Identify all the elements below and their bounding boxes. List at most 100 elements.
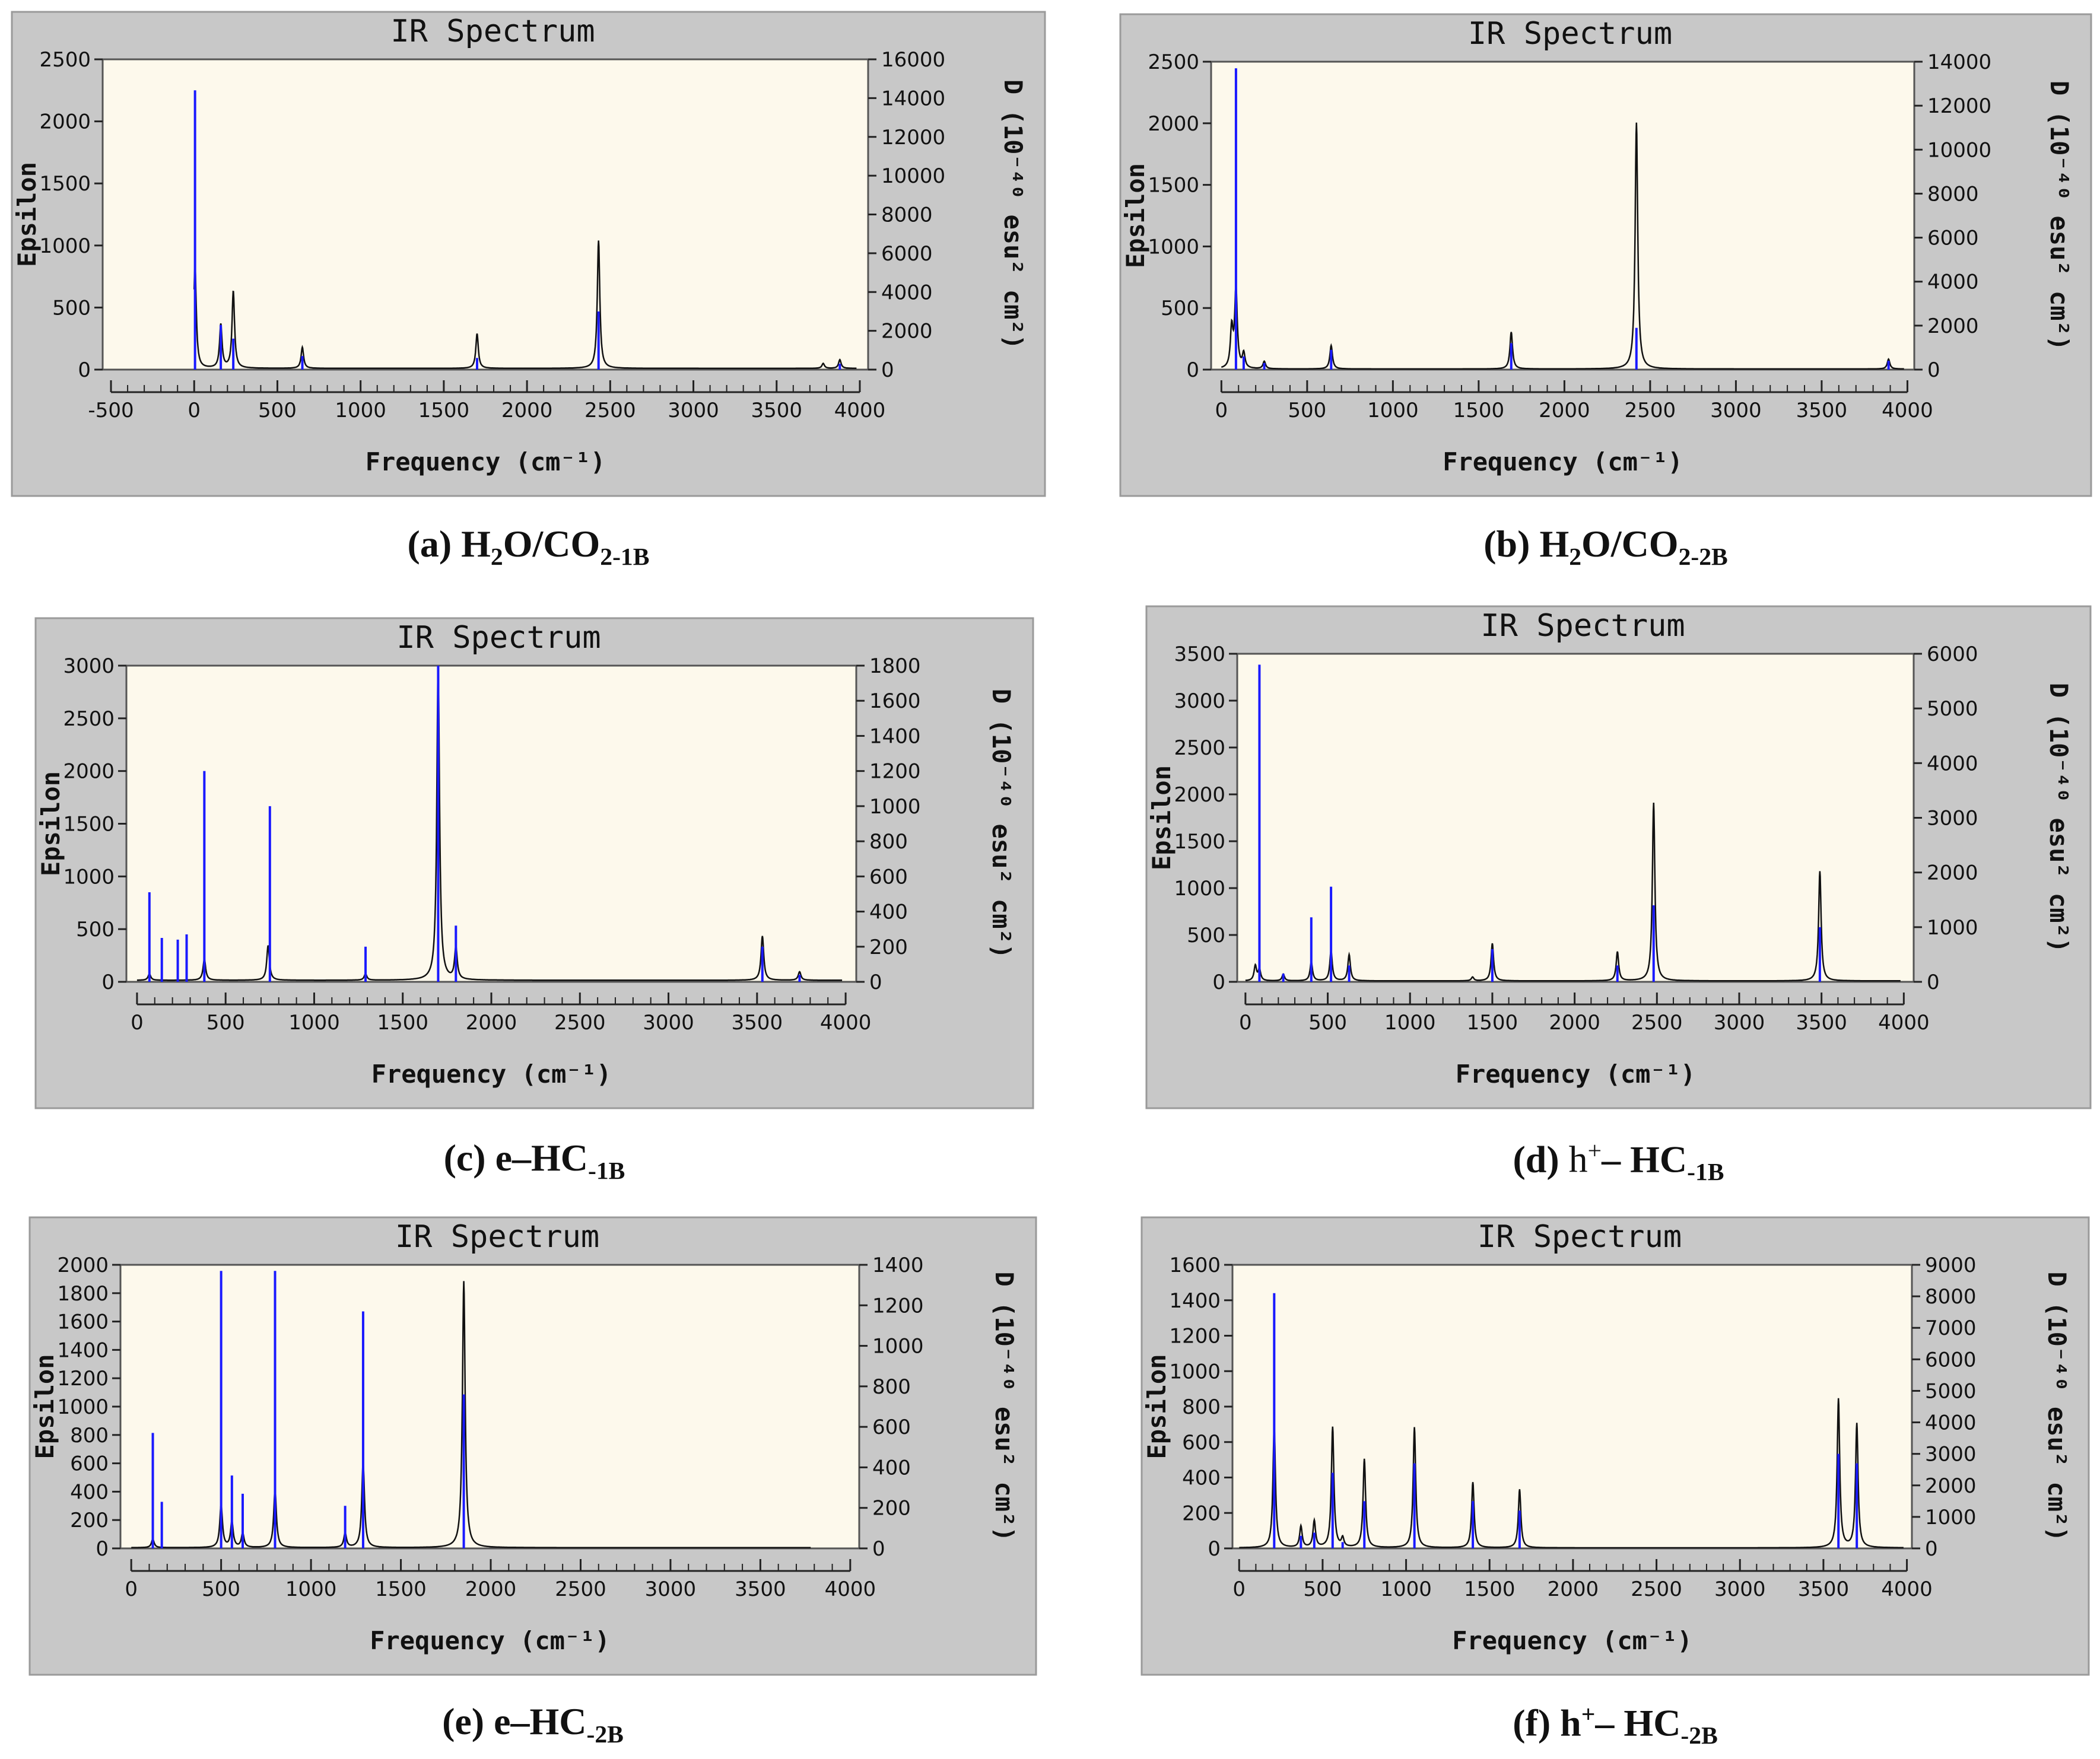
plot-area [1231,1264,1913,1550]
y2-tick-label: 16000 [881,48,945,72]
y-tick-label: 1600 [57,1310,109,1334]
panel-a: IR Spectrum 0 500 1000 1500 2000 2500 0 2000 4000… [11,11,1046,497]
x-tick-label: 2000 [1549,1011,1600,1035]
y-tick-label: 1000 [63,865,115,889]
y-tick-label: 2500 [1148,50,1199,74]
y-tick-label: 3000 [63,654,115,678]
plot-area [1210,61,1915,371]
x-tick-label: 2000 [501,399,553,422]
chart-title: IR Spectrum [395,1219,599,1255]
y2-tick-label: 400 [869,901,908,924]
x-tick-label: 500 [202,1577,240,1601]
panel-d: IR Spectrum 0 500 1000 1500 2000 2500 3000 3500 0… [1145,605,2092,1109]
spectrum-curve [193,240,857,370]
y2-tick-label: 1000 [1925,1506,1977,1529]
x-tick-label: 1000 [335,399,386,422]
y2-tick-label: 7000 [1925,1316,1977,1340]
y2-tick-label: 8000 [1925,1285,1977,1309]
y-tick-label: 500 [1187,924,1225,947]
x-tick-label: 4000 [820,1011,872,1035]
chart-c: IR Spectrum 0 500 1000 1500 2000 2500 3000 0 200 4… [34,617,1034,1109]
panel-b: IR Spectrum 0 500 1000 1500 2000 2500 0 2000 4000… [1119,13,2092,497]
plot-area [125,664,857,983]
spectrum-curve [1239,1398,1904,1548]
y-tick-label: 3000 [1174,689,1225,713]
y-tick-label: 2000 [57,1254,109,1277]
x-tick-label: 1000 [285,1577,337,1601]
y2-tick-label: 0 [881,358,894,382]
y-tick-label: 0 [78,358,91,382]
x-tick-label: 1000 [1380,1577,1432,1601]
chart-title: IR Spectrum [390,14,595,49]
chart-b: IR Spectrum 0 500 1000 1500 2000 2500 0 2000 4000… [1119,13,2092,497]
y2-tick-label: 800 [869,830,908,854]
y-tick-label: 0 [101,971,115,994]
y2-tick-label: 4000 [1927,752,1978,775]
y2-tick-label: 9000 [1925,1254,1977,1277]
y-axis-label: Epsilon [1147,765,1176,870]
x-tick-label: 0 [125,1577,138,1601]
x-tick-label: 3000 [1714,1577,1766,1601]
caption-e: (e) e–HC-2B [442,1700,624,1748]
y-tick-label: 1800 [57,1282,109,1306]
y2-tick-label: 1000 [872,1335,924,1359]
y-tick-label: 400 [70,1480,109,1504]
x-tick-label: 2000 [465,1577,517,1601]
y-tick-label: 2000 [63,760,115,784]
y-axis-label: Epsilon [1121,163,1150,268]
x-tick-label: 0 [131,1011,144,1035]
plot-area [1236,653,1915,983]
y2-tick-label: 0 [1927,358,1940,382]
x-tick-label: 1500 [418,399,470,422]
y2-tick-label: 14000 [1927,50,1991,74]
y2-tick-label: 2000 [881,320,933,343]
x-tick-label: 1500 [375,1577,427,1601]
y2-tick-label: 0 [869,971,882,994]
y2-tick-label: 1000 [869,795,921,819]
y2-tick-label: 2000 [1927,314,1979,338]
y2-tick-label: 0 [1925,1537,1938,1561]
x-tick-label: -500 [88,399,134,422]
y2-tick-label: 10000 [881,164,945,188]
x-tick-label: 1500 [1464,1577,1516,1601]
x-tick-label: 1500 [377,1011,428,1035]
x-axis-label: Frequency (cm⁻¹) [366,447,606,476]
y-tick-label: 200 [70,1509,109,1532]
x-tick-label: 0 [1215,399,1228,422]
y-tick-label: 1200 [1169,1325,1221,1348]
y-tick-label: 1200 [57,1367,109,1391]
y2-tick-label: 0 [1927,971,1940,994]
x-tick-label: 2500 [555,1577,606,1601]
y-tick-label: 500 [52,296,91,320]
chart-title: IR Spectrum [1481,608,1685,644]
y-tick-label: 600 [70,1452,109,1476]
y-tick-label: 1000 [1169,1360,1221,1383]
x-tick-label: 0 [188,399,201,422]
x-tick-label: 4000 [1881,1577,1933,1601]
panel-e: IR Spectrum 0 200 400 600 800 1000 1200 1400 1600… [28,1216,1037,1676]
y2-tick-label: 6000 [1927,642,1978,666]
y-tick-label: 1600 [1169,1254,1221,1277]
y2-tick-label: 1400 [872,1254,924,1277]
y-tick-label: 1000 [1174,877,1225,901]
y2-tick-label: 3000 [1927,807,1978,831]
y2-tick-label: 12000 [1927,94,1991,118]
x-axis-label: Frequency (cm⁻¹) [371,1060,612,1089]
y-axis-label: Epsilon [30,1354,59,1459]
y-tick-label: 2000 [1148,112,1199,136]
x-tick-label: 2000 [1539,399,1590,422]
x-tick-label: 3500 [1798,1577,1850,1601]
y-tick-label: 2000 [1174,783,1225,807]
y2-tick-label: 4000 [1927,271,1979,294]
y-axis-label: Epsilon [1142,1354,1171,1459]
x-axis-label: Frequency (cm⁻¹) [1452,1626,1692,1655]
x-tick-label: 2500 [1625,399,1676,422]
y2-tick-label: 200 [869,936,908,959]
chart-title: IR Spectrum [1478,1219,1682,1255]
x-tick-label: 1000 [1384,1011,1436,1035]
y2-axis-label: D (10⁻⁴⁰ esu² cm²) [2042,1271,2072,1541]
y2-tick-label: 1200 [869,760,921,784]
x-axis-label: Frequency (cm⁻¹) [1443,447,1683,476]
y-tick-label: 0 [1212,971,1225,994]
chart-title: IR Spectrum [1468,16,1672,52]
